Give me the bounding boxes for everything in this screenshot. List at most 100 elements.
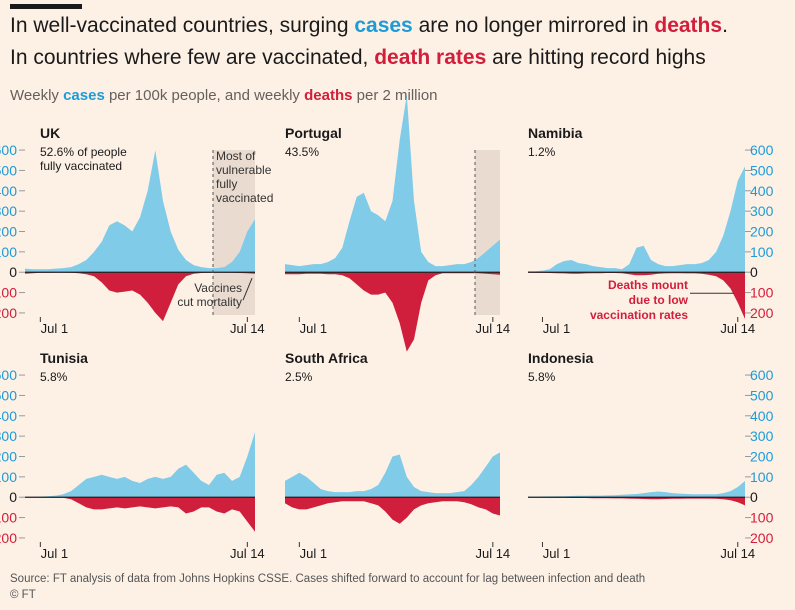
- vaccination-shade: [475, 150, 500, 315]
- deaths-area: [528, 497, 745, 506]
- x-tick-label: Jul 14: [230, 546, 265, 561]
- source: Source: FT analysis of data from Johns H…: [10, 573, 645, 585]
- y-tick-label: 400: [750, 408, 774, 424]
- y-tick-label: 500: [0, 162, 17, 178]
- deaths-area: [25, 272, 255, 322]
- y-tick-label: 200: [0, 224, 17, 240]
- panel-subtitle: 5.8%: [528, 370, 556, 384]
- y-tick-label: 100: [750, 510, 774, 526]
- y-tick-label: 200: [750, 530, 774, 546]
- x-tick-label: Jul 14: [230, 321, 265, 336]
- panel-title: UK: [40, 125, 60, 141]
- title-highlight: death rates: [374, 46, 486, 69]
- annotation-pointer: [242, 278, 253, 301]
- title-text: In well-vaccinated countries, surging: [10, 14, 354, 37]
- annotation: vulnerable: [216, 163, 272, 177]
- deaths-area: [528, 272, 745, 319]
- x-tick-label: Jul 14: [720, 546, 755, 561]
- title-line-2: In countries where few are vaccinated, d…: [10, 46, 706, 69]
- y-tick-label: 100: [0, 244, 17, 260]
- title-text: .: [722, 14, 728, 37]
- x-tick-label: Jul 14: [475, 321, 510, 336]
- y-tick-label: 600: [0, 367, 17, 383]
- x-tick-label: Jul 1: [300, 321, 327, 336]
- cases-area: [285, 452, 500, 498]
- annotation: due to low: [629, 293, 689, 307]
- y-tick-label: 100: [0, 510, 17, 526]
- panel-title: Tunisia: [40, 350, 88, 366]
- y-tick-label: 200: [750, 305, 774, 321]
- cases-area: [285, 95, 500, 273]
- y-tick-label: 0: [9, 264, 17, 280]
- title-line-1: In well-vaccinated countries, surging ca…: [10, 14, 728, 37]
- y-tick-label: 200: [0, 530, 17, 546]
- x-tick-label: Jul 1: [543, 546, 570, 561]
- x-tick-label: Jul 1: [41, 321, 68, 336]
- panel-subtitle: 1.2%: [528, 145, 556, 159]
- copyright: © FT: [10, 589, 36, 601]
- panel-title: Indonesia: [528, 350, 594, 366]
- y-tick-label: 300: [750, 203, 774, 219]
- title-highlight: deaths: [654, 14, 722, 37]
- x-tick-label: Jul 14: [720, 321, 755, 336]
- y-tick-label: 200: [750, 224, 774, 240]
- y-tick-label: 0: [750, 489, 758, 505]
- cases-area: [25, 432, 255, 498]
- subtitle-text: per 100k people, and weekly: [105, 87, 304, 104]
- cases-area: [25, 150, 255, 273]
- annotation: Vaccines: [194, 281, 242, 295]
- panel-title: South Africa: [285, 350, 368, 366]
- y-tick-label: 200: [0, 305, 17, 321]
- y-tick-label: 500: [0, 387, 17, 403]
- y-tick-label: 400: [750, 183, 774, 199]
- deaths-area: [285, 272, 500, 352]
- subtitle: Weekly cases per 100k people, and weekly…: [10, 87, 438, 104]
- y-tick-label: 400: [0, 183, 17, 199]
- y-tick-label: 300: [0, 428, 17, 444]
- annotation: Deaths mount: [608, 278, 688, 292]
- title-highlight: cases: [354, 14, 412, 37]
- subtitle-highlight: cases: [63, 87, 105, 104]
- y-tick-label: 0: [750, 264, 758, 280]
- brand-bar: [10, 4, 82, 9]
- deaths-area: [25, 497, 255, 532]
- title-text: In countries where few are vaccinated,: [10, 46, 374, 69]
- panel-subtitle: 2.5%: [285, 370, 313, 384]
- x-tick-label: Jul 1: [543, 321, 570, 336]
- annotation: Most of: [216, 149, 256, 163]
- y-tick-label: 100: [750, 469, 774, 485]
- annotation: fully: [216, 177, 237, 191]
- cases-area: [528, 480, 745, 498]
- title-text: are no longer mirrored in: [413, 14, 655, 37]
- x-tick-label: Jul 1: [300, 546, 327, 561]
- y-tick-label: 600: [0, 142, 17, 158]
- y-tick-label: 100: [750, 244, 774, 260]
- annotation: vaccinated: [216, 191, 273, 205]
- y-tick-label: 0: [9, 489, 17, 505]
- deaths-area: [285, 497, 500, 524]
- y-tick-label: 200: [750, 449, 774, 465]
- title-text: are hitting record highs: [486, 46, 705, 69]
- y-tick-label: 100: [0, 469, 17, 485]
- y-tick-label: 400: [0, 408, 17, 424]
- y-tick-label: 300: [750, 428, 774, 444]
- subtitle-highlight: deaths: [304, 87, 352, 104]
- x-tick-label: Jul 1: [41, 546, 68, 561]
- annotation: vaccination rates: [590, 308, 688, 322]
- y-tick-label: 300: [0, 203, 17, 219]
- y-tick-label: 100: [750, 285, 774, 301]
- cases-area: [528, 166, 745, 273]
- y-tick-label: 600: [750, 367, 774, 383]
- y-tick-label: 600: [750, 142, 774, 158]
- y-tick-label: 100: [0, 285, 17, 301]
- panel-subtitle: 5.8%: [40, 370, 68, 384]
- panel-title: Namibia: [528, 125, 583, 141]
- panel-subtitle: 52.6% of people: [40, 145, 127, 159]
- panel-title: Portugal: [285, 125, 342, 141]
- subtitle-text: Weekly: [10, 87, 63, 104]
- subtitle-text: per 2 million: [352, 87, 437, 104]
- x-tick-label: Jul 14: [475, 546, 510, 561]
- y-tick-label: 500: [750, 162, 774, 178]
- annotation: cut mortality: [177, 295, 242, 309]
